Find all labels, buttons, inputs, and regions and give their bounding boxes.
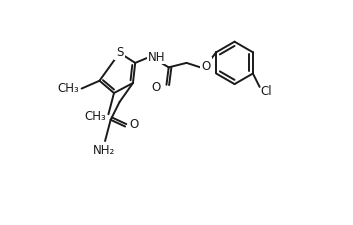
Text: NH: NH	[148, 50, 166, 63]
Text: NH₂: NH₂	[93, 144, 115, 157]
Text: O: O	[130, 118, 139, 131]
Text: O: O	[201, 59, 210, 72]
Text: Cl: Cl	[261, 84, 273, 97]
Text: S: S	[116, 46, 123, 59]
Text: CH₃: CH₃	[84, 109, 106, 122]
Text: O: O	[151, 81, 160, 94]
Text: CH₃: CH₃	[58, 82, 79, 94]
